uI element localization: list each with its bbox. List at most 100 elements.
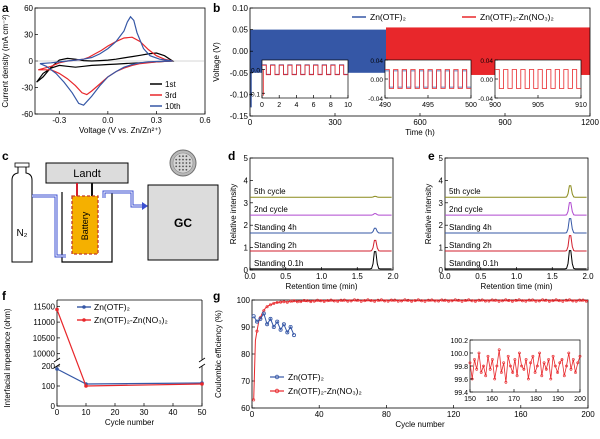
panel-g-x-tick-label: 160 — [514, 410, 528, 419]
panel-g-series-red-point — [389, 298, 393, 302]
panel-g-series-red-point — [450, 299, 454, 303]
chart-panel-g: 0 40 80 120 160 200 60 70 80 90 100 Zn(OTF)₂ Zn(OTF)… — [214, 296, 595, 429]
panel-f-series-1-point — [55, 307, 59, 312]
panel-g-inset-x-tick-label: 180 — [530, 396, 542, 403]
panel-g-series-red-point — [339, 298, 343, 302]
panel-g-series-red-point — [299, 300, 303, 304]
cell-vent-hole — [182, 168, 184, 171]
panel-g-series-red-point — [396, 299, 400, 303]
panel-g-inset-point — [558, 361, 562, 365]
cell-vent-hole — [185, 165, 188, 168]
panel-f-y-axis-label: Interfacial impedance (ohm) — [3, 308, 12, 407]
panel-e-trace-label: 5th cycle — [449, 187, 481, 196]
panel-g-inset-x-tick-label: 200 — [574, 396, 586, 403]
panel-b-y-tick-label: 0.05 — [232, 26, 248, 35]
n2-cylinder-icon — [11, 165, 33, 263]
gas-inlet-line-core — [32, 195, 66, 257]
panel-a-y-tick-label: 30 — [24, 31, 33, 40]
panel-b-y-tick-label: 0.00 — [232, 47, 248, 56]
panel-f-y-tick-label: 10500 — [33, 334, 56, 343]
panel-g-series-red-point — [480, 298, 484, 302]
panel-g-series-red-point — [564, 298, 568, 302]
panel-b-inset-0-x-tick-label: 8 — [329, 102, 333, 109]
panel-d-y-tick-label: 3 — [244, 199, 249, 208]
panel-g-series-red-point — [497, 299, 501, 303]
panel-g-series-red-point — [490, 298, 494, 302]
panel-g-inset-point — [529, 361, 533, 365]
panel-g-series-red-point — [436, 299, 440, 303]
panel-g-y-tick-label: 90 — [241, 323, 250, 332]
panel-g-series-red-point — [487, 299, 491, 303]
panel-g-series-red-point — [305, 299, 309, 303]
panel-f-legend-marker — [82, 305, 86, 309]
panel-g-y-axis-label: Coulombic efficiency (%) — [214, 310, 223, 398]
panel-g-series-blue-point — [265, 322, 270, 327]
panel-g-series-red-point — [275, 300, 279, 304]
panel-b-inset-2-red-wave — [495, 69, 581, 89]
panel-g-legend-label: Zn(OTF)₂ — [288, 372, 324, 382]
landt-tester-box — [45, 162, 129, 184]
panel-g-series-blue-point — [268, 316, 273, 321]
panel-e-x-axis-label: Retention time (min) — [480, 282, 552, 291]
panel-letter-e: e — [428, 149, 435, 163]
panel-d-trace-label: Standing 0.1h — [254, 259, 303, 268]
panel-b-y-tick-label: 0.10 — [232, 4, 248, 13]
panel-g-series-red-point — [410, 299, 414, 303]
panel-a-y-axis-label: Current density (mA cm⁻²) — [1, 14, 10, 107]
cell-vent-hole — [185, 155, 188, 158]
panel-g-inset-point — [518, 351, 521, 355]
panel-b-legend-label: Zn(OTF)₂-Zn(NO₃)₂ — [480, 12, 554, 22]
panel-d-y-tick-label: 0 — [244, 266, 249, 275]
panel-g-inset-point — [542, 361, 546, 365]
panel-g-series-red-point — [302, 298, 306, 302]
panel-g-inset-point — [499, 371, 503, 374]
panel-g-inset-point — [479, 371, 483, 374]
panel-g-inset-point — [490, 358, 494, 361]
cell-vent-hole — [188, 158, 191, 161]
panel-a-x-axis-label: Voltage (V vs. Zn/Zn²⁺) — [79, 126, 161, 135]
panel-g-series-blue-point — [275, 319, 280, 324]
panel-b-x-tick-label: 300 — [328, 118, 342, 127]
panel-g-series-red-point — [265, 305, 269, 309]
panel-g-series-red-point — [500, 299, 504, 303]
panel-g-inset-point — [553, 364, 557, 368]
panel-e-trace-2 — [445, 218, 587, 234]
panel-g-series-red-point — [342, 298, 346, 302]
panel-b-inset-0-y-tick-label: 0.0 — [251, 68, 260, 75]
panel-g-series-red-point — [383, 299, 387, 303]
panel-d-x-axis-label: Retention time (min) — [285, 282, 357, 291]
panel-g-series-red-point — [507, 298, 511, 302]
panel-f-axis-break-mark — [198, 357, 206, 369]
panel-g-series-blue-point — [251, 314, 256, 319]
panel-a-y-tick-label: 60 — [24, 4, 33, 13]
panel-g-series-red-point — [359, 299, 363, 303]
panel-g-series-red-point — [399, 299, 403, 303]
panel-a-legend-label: 1st — [165, 80, 176, 89]
panel-d-y-tick-label: 1 — [244, 244, 249, 253]
panel-f-y-tick-label: 11500 — [33, 302, 55, 311]
panel-e-trace-1 — [445, 235, 587, 252]
panel-f-x-tick-label: 50 — [198, 408, 207, 417]
cell-vent-hole — [188, 165, 191, 168]
panel-g-inset-point — [493, 377, 497, 381]
panel-g-inset-point — [468, 361, 472, 365]
panel-b-inset-0-x-tick-label: 4 — [294, 102, 298, 109]
panel-e-trace-0 — [445, 250, 587, 270]
panel-e-x-tick-label: 1.0 — [511, 272, 523, 281]
panel-f-y-tick-label: 11000 — [33, 318, 55, 327]
panel-b-inset-1-x-tick-label: 495 — [422, 102, 434, 109]
panel-g-inset-point — [511, 371, 515, 374]
panel-g-y-tick-label: 70 — [241, 377, 250, 386]
panel-g-inset-point — [486, 354, 490, 358]
panel-g-series-red-line — [253, 299, 589, 400]
panel-g-inset-x-tick-label: 170 — [508, 396, 520, 403]
panel-g-series-red-point — [420, 299, 424, 303]
panel-g-inset-point — [473, 358, 476, 361]
panel-g-series-red-point — [531, 298, 535, 302]
panel-g-series-red-point — [332, 299, 336, 303]
panel-g-inset-point — [569, 367, 573, 371]
chart-panel-e: Standing 0.1h Standing 2h Standing 4h 2nd c… — [424, 154, 594, 291]
panel-g-series-red-point — [477, 298, 481, 302]
panel-d-x-tick-label: 1.5 — [352, 272, 364, 281]
